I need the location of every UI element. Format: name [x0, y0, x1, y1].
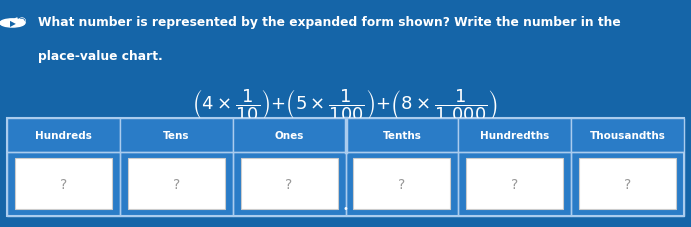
Text: Hundredths: Hundredths	[480, 130, 549, 140]
Bar	[458, 152, 571, 216]
Bar	[15, 158, 112, 209]
Bar	[7, 118, 684, 216]
Text: ?: ?	[511, 177, 518, 191]
Bar	[579, 158, 676, 209]
Circle shape	[0, 20, 25, 28]
Bar	[7, 152, 120, 216]
Bar	[240, 158, 338, 209]
Text: What number is represented by the expanded form shown? Write the number in the: What number is represented by the expand…	[38, 16, 621, 29]
Bar	[346, 152, 458, 216]
Text: ?: ?	[624, 177, 632, 191]
Bar	[128, 158, 225, 209]
Text: ?: ?	[285, 177, 293, 191]
Text: $\left(4\times\dfrac{1}{10}\right)$$+$$\left(5\times\dfrac{1}{100}\right)$$+$$\l: $\left(4\times\dfrac{1}{10}\right)$$+$$\…	[193, 87, 498, 124]
Bar	[233, 118, 346, 152]
Text: Thousandths: Thousandths	[589, 130, 665, 140]
Text: place-value chart.: place-value chart.	[38, 50, 163, 63]
Text: ?: ?	[59, 177, 67, 191]
Bar	[458, 118, 571, 152]
Text: Ones: Ones	[274, 130, 304, 140]
Bar	[233, 152, 346, 216]
Text: •: •	[343, 203, 348, 213]
Text: ?: ?	[173, 177, 180, 191]
Bar	[353, 158, 451, 209]
Bar	[346, 118, 458, 152]
Bar	[571, 152, 684, 216]
Text: ?: ?	[398, 177, 406, 191]
Bar	[7, 118, 120, 152]
Bar	[466, 158, 563, 209]
Text: Tenths: Tenths	[383, 130, 422, 140]
Text: Hundreds: Hundreds	[35, 130, 92, 140]
Bar	[571, 118, 684, 152]
Text: ◖◉: ◖◉	[12, 16, 27, 26]
Text: Tens: Tens	[163, 130, 189, 140]
Bar	[120, 118, 233, 152]
Bar	[120, 152, 233, 216]
Text: ▶: ▶	[10, 19, 15, 28]
